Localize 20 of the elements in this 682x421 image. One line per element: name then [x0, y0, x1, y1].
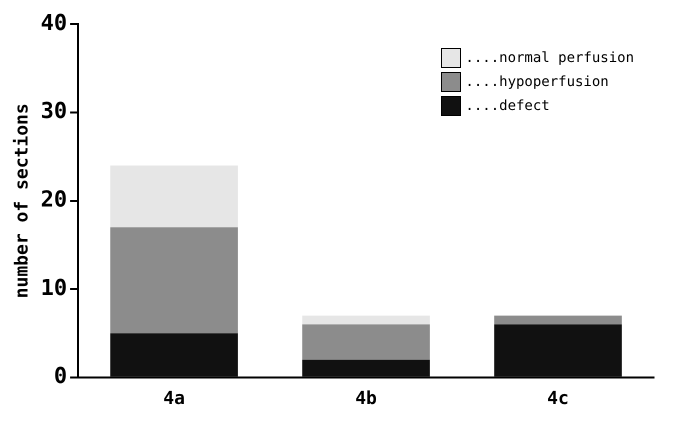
y-tick-label: 30 [40, 99, 68, 124]
legend-label: ....hypoperfusion [465, 74, 609, 90]
x-tick-label: 4b [355, 388, 378, 409]
y-tick-label: 0 [54, 364, 68, 390]
y-tick-label: 40 [40, 10, 68, 36]
x-tick-label: 4c [547, 388, 569, 409]
y-tick-label: 20 [40, 188, 68, 213]
legend-label: ....defect [465, 98, 550, 114]
bar [302, 324, 430, 360]
legend-label: ....normal perfusion [465, 50, 634, 66]
y-axis-title: number of sections [11, 103, 32, 298]
bar [494, 316, 622, 324]
bar [302, 360, 430, 376]
bar [110, 165, 238, 228]
x-tick-label: 4a [163, 388, 185, 409]
y-tick-label: 10 [40, 276, 68, 301]
bar [494, 324, 622, 376]
bar [110, 333, 238, 376]
bar [302, 316, 430, 324]
bar [110, 227, 238, 334]
